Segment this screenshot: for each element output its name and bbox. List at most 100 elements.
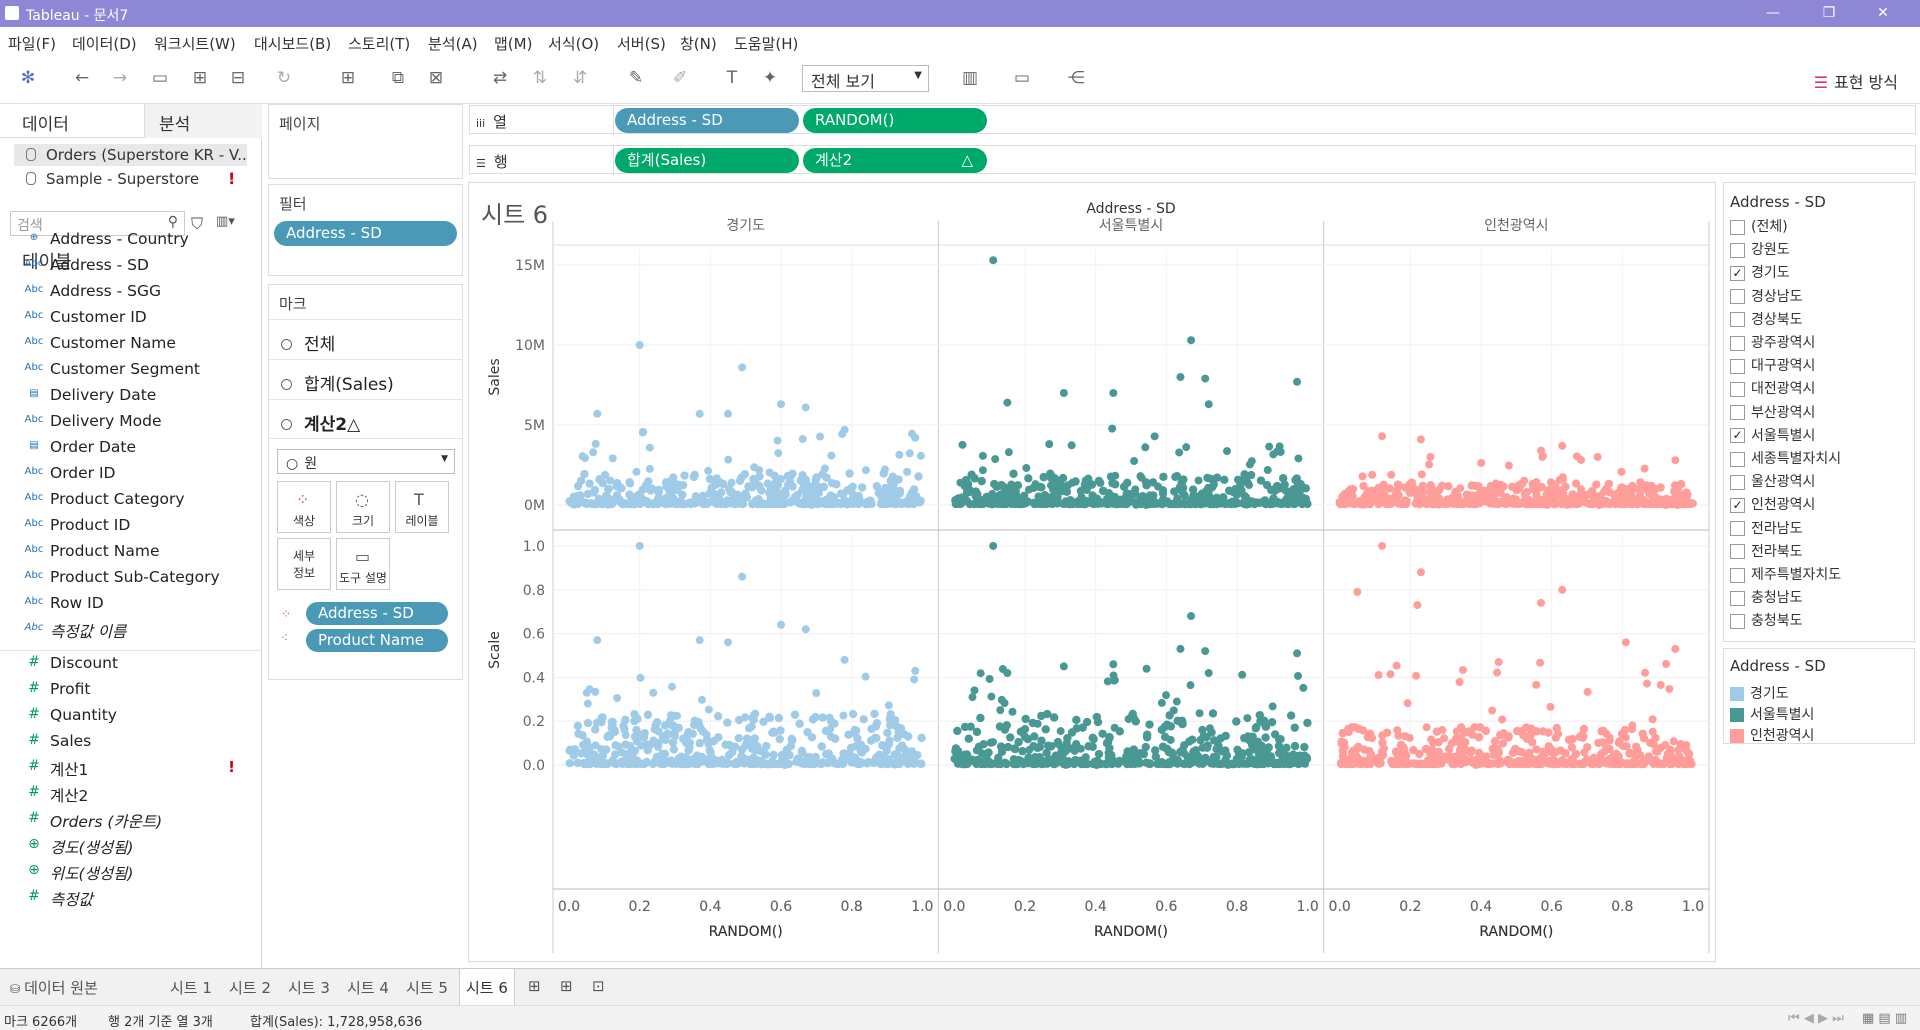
new-story-icon[interactable]: ⊡ <box>592 977 605 995</box>
checkbox[interactable] <box>1730 613 1745 629</box>
clear-sheet-icon[interactable]: ⊠ <box>428 68 444 88</box>
menu-format[interactable]: 서식(O) <box>548 35 600 53</box>
new-dashboard-icon[interactable]: ⊞ <box>560 977 573 995</box>
checkbox[interactable]: ✓ <box>1730 265 1745 281</box>
sheet-tab[interactable]: 시트 5 <box>406 979 448 997</box>
field-dimension[interactable]: ⊕ Address - Country <box>30 230 189 248</box>
highlight-icon[interactable]: ✎ <box>628 68 644 88</box>
close-icon[interactable]: ✕ <box>1877 5 1889 21</box>
filter-item[interactable]: 강원도 <box>1730 239 1790 259</box>
checkbox[interactable] <box>1730 590 1745 606</box>
filter-item[interactable]: 경상북도 <box>1730 309 1803 329</box>
field-dimension[interactable]: Abc Customer ID <box>25 308 147 326</box>
filter-item[interactable]: 경상남도 <box>1730 286 1803 306</box>
label-button[interactable]: T 레이블 <box>395 481 449 533</box>
legend-item[interactable]: 경기도 <box>1730 683 1789 703</box>
checkbox[interactable] <box>1730 358 1745 374</box>
minimize-icon[interactable]: — <box>1766 5 1780 21</box>
filter-item[interactable]: 대전광역시 <box>1730 378 1815 398</box>
share-icon[interactable]: ⋲ <box>1067 68 1085 88</box>
group-icon[interactable]: ✐ <box>672 68 688 88</box>
field-dimension[interactable]: Abc 측정값 이름 <box>25 620 127 642</box>
field-dimension[interactable]: Abc Row ID <box>25 594 104 612</box>
checkbox[interactable] <box>1730 405 1745 421</box>
checkbox[interactable] <box>1730 521 1745 537</box>
search-input[interactable]: 검색 ⚲ <box>10 211 185 236</box>
filter-item[interactable]: (전체) <box>1730 216 1788 236</box>
menu-server[interactable]: 서버(S) <box>617 35 666 53</box>
filter-item[interactable]: 전라북도 <box>1730 541 1803 561</box>
detail-button[interactable]: 세부 정보 <box>277 538 331 590</box>
menu-window[interactable]: 창(N) <box>680 35 717 53</box>
field-dimension[interactable]: Abc Product Name <box>25 542 160 560</box>
filter-item[interactable]: 울산광역시 <box>1730 471 1815 491</box>
sheet-tab[interactable]: 시트 3 <box>288 979 330 997</box>
filter-item[interactable]: 대구광역시 <box>1730 355 1815 375</box>
rows-pill-sales[interactable]: 합계(Sales) <box>615 148 799 173</box>
filter-item[interactable]: 제주특별자치도 <box>1730 564 1841 584</box>
checkbox[interactable] <box>1730 544 1745 560</box>
datasource-tab[interactable]: ⛁ 데이터 원본 <box>10 977 98 998</box>
marks-calc2-row[interactable]: 계산2△ <box>269 399 462 439</box>
view-options-icon[interactable]: ▥▾ <box>216 214 235 229</box>
columns-shelf[interactable]: iii 열 Address - SD RANDOM() <box>469 105 1916 135</box>
checkbox[interactable] <box>1730 312 1745 328</box>
field-dimension[interactable]: Abc Order ID <box>25 464 116 482</box>
checkbox[interactable] <box>1730 451 1745 467</box>
filter-item[interactable]: ✓ 인천광역시 <box>1730 494 1815 514</box>
nav-first-icon[interactable]: ⏮ ◀ ▶ ⏭ <box>1788 1011 1844 1026</box>
field-measure[interactable]: ⊕ 위도(생성됨) <box>28 862 133 884</box>
pin-icon[interactable]: ✦ <box>762 68 778 88</box>
filter-item[interactable]: 광주광역시 <box>1730 332 1815 352</box>
redo-icon[interactable]: → <box>112 68 128 88</box>
new-worksheet-icon[interactable]: ⊞ <box>340 68 356 88</box>
datasource-sample[interactable]: Sample - Superstore <box>14 168 247 190</box>
filter-item[interactable]: ✓ 서울특별시 <box>1730 425 1815 445</box>
field-dimension[interactable]: Abc Customer Name <box>25 334 176 352</box>
menu-data[interactable]: 데이터(D) <box>72 35 137 53</box>
tooltip-button[interactable]: ▭ 도구 설명 <box>336 538 390 590</box>
field-measure[interactable]: # 계산2 <box>28 784 88 806</box>
sheet-tab[interactable]: 시트 6 <box>459 969 515 1006</box>
worksheet-view[interactable]: 시트 6 Address - SD 경기도 서울특별시 인천광역시 0M 5M 10M 15M… <box>468 182 1716 962</box>
marks-pill-address-sd[interactable]: Address - SD <box>306 602 448 625</box>
field-measure[interactable]: # Profit <box>28 680 90 698</box>
sort-desc-icon[interactable]: ⇵ <box>572 68 588 88</box>
checkbox[interactable] <box>1730 381 1745 397</box>
grid-view-icon[interactable]: ▦ ▤ ▥ <box>1862 1011 1908 1026</box>
filter-item[interactable]: 세종특별자치시 <box>1730 448 1841 468</box>
tableau-home-icon[interactable]: ✻ <box>20 68 36 88</box>
presentation-icon[interactable]: ▭ <box>1013 68 1031 88</box>
tab-data[interactable]: 데이터 <box>22 115 69 135</box>
sheet-tab[interactable]: 시트 4 <box>347 979 389 997</box>
show-me-button[interactable]: ☰ 표현 방식 <box>1814 69 1898 93</box>
menu-analysis[interactable]: 분석(A) <box>428 35 478 53</box>
field-dimension[interactable]: Abc Customer Segment <box>25 360 200 378</box>
field-measure[interactable]: ⊕ 경도(생성됨) <box>28 836 133 858</box>
labels-icon[interactable]: T <box>726 68 738 88</box>
menu-dashboard[interactable]: 대시보드(B) <box>254 35 332 53</box>
new-worksheet-icon[interactable]: ⊞ <box>528 977 541 995</box>
filter-item[interactable]: 충청남도 <box>1730 587 1803 607</box>
checkbox[interactable] <box>1730 567 1745 583</box>
menu-story[interactable]: 스토리(T) <box>348 35 411 53</box>
maximize-icon[interactable]: ❐ <box>1822 5 1836 21</box>
menu-worksheet[interactable]: 워크시트(W) <box>154 35 236 53</box>
menu-map[interactable]: 맵(M) <box>494 35 533 53</box>
save-icon[interactable]: ▭ <box>151 68 169 88</box>
duplicate-sheet-icon[interactable]: ⧉ <box>391 68 405 88</box>
field-dimension[interactable]: Abc Product ID <box>25 516 131 534</box>
field-measure[interactable]: # Quantity <box>28 706 117 724</box>
sheet-tab[interactable]: 시트 1 <box>170 979 212 997</box>
filter-item[interactable]: 전라남도 <box>1730 518 1803 538</box>
field-measure[interactable]: # Orders (카운트) <box>28 810 162 832</box>
marks-pill-product-name[interactable]: Product Name <box>306 629 448 652</box>
pause-updates-icon[interactable]: ⊟ <box>230 68 246 88</box>
undo-icon[interactable]: ← <box>74 68 90 88</box>
marks-all-row[interactable]: 전체 <box>269 319 462 359</box>
checkbox[interactable] <box>1730 242 1745 258</box>
field-dimension[interactable]: Abc Product Sub-Category <box>25 568 220 586</box>
show-cards-icon[interactable]: ▥ <box>961 68 979 88</box>
scatter-chart[interactable]: Address - SD 경기도 서울특별시 인천광역시 0M 5M 10M 15M Sales… <box>469 183 1715 961</box>
mark-type-select[interactable]: ○ 원 ▼ <box>277 449 455 474</box>
